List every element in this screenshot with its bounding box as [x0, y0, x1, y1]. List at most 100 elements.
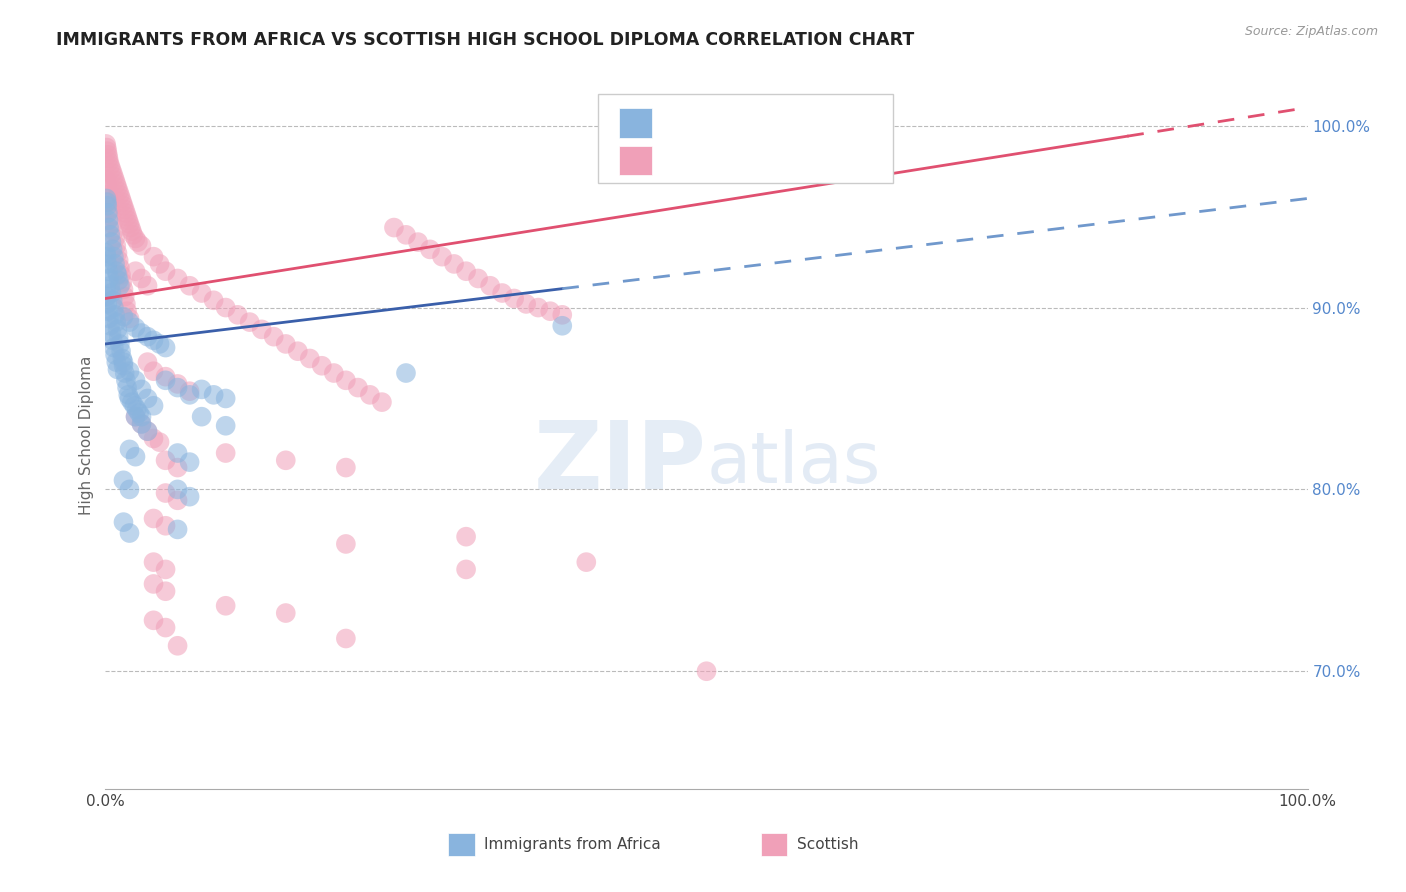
Point — [124, 231, 146, 245]
Point — [110, 268, 132, 282]
Bar — [761, 833, 787, 856]
Point — [112, 355, 135, 369]
Point — [311, 359, 333, 373]
Point — [214, 599, 236, 613]
Point — [118, 311, 141, 326]
Point — [98, 195, 121, 210]
Point — [142, 577, 165, 591]
Point — [103, 224, 125, 238]
Point — [111, 195, 134, 210]
Point — [179, 278, 201, 293]
Text: R = 0.197: R = 0.197 — [673, 152, 765, 169]
Point — [382, 220, 405, 235]
Point — [179, 388, 201, 402]
Point — [335, 632, 357, 646]
Point — [98, 278, 121, 293]
Point — [430, 250, 453, 264]
Point — [103, 301, 125, 315]
Point — [479, 278, 502, 293]
Point — [114, 202, 136, 217]
Point — [94, 246, 117, 260]
Point — [347, 381, 370, 395]
Point — [108, 337, 131, 351]
Bar — [619, 108, 652, 137]
Point — [148, 337, 170, 351]
Text: N = 116: N = 116 — [789, 152, 862, 169]
Point — [107, 184, 129, 198]
Point — [122, 227, 145, 242]
Point — [155, 621, 177, 635]
Point — [121, 224, 143, 238]
FancyBboxPatch shape — [599, 95, 893, 183]
Point — [115, 297, 138, 311]
Point — [118, 364, 141, 378]
Point — [103, 169, 125, 184]
Point — [107, 246, 129, 260]
Point — [96, 145, 118, 159]
Point — [467, 271, 489, 285]
Point — [371, 395, 394, 409]
Point — [287, 344, 309, 359]
Point — [124, 450, 146, 464]
Point — [97, 304, 120, 318]
Point — [166, 493, 188, 508]
Point — [551, 318, 574, 333]
Point — [108, 260, 131, 275]
Point — [104, 257, 127, 271]
Point — [115, 373, 138, 387]
Point — [97, 206, 120, 220]
Point — [142, 613, 165, 627]
Point — [443, 257, 465, 271]
Point — [454, 264, 477, 278]
Point — [131, 239, 153, 253]
Point — [155, 373, 177, 387]
Point — [214, 392, 236, 406]
Point — [118, 392, 141, 406]
Point — [131, 417, 153, 431]
Point — [124, 373, 146, 387]
Point — [96, 177, 118, 191]
Point — [101, 293, 124, 308]
Point — [250, 322, 273, 336]
Point — [101, 334, 124, 348]
Point — [105, 355, 128, 369]
Point — [148, 257, 170, 271]
Point — [335, 460, 357, 475]
Point — [114, 290, 136, 304]
Point — [114, 366, 136, 380]
Point — [142, 334, 165, 348]
Point — [124, 264, 146, 278]
Point — [98, 271, 121, 285]
Point — [155, 264, 177, 278]
Point — [96, 195, 118, 210]
Point — [100, 326, 122, 340]
Point — [142, 364, 165, 378]
Point — [100, 162, 122, 177]
Point — [98, 227, 121, 242]
Point — [127, 235, 149, 249]
Point — [142, 399, 165, 413]
Point — [155, 584, 177, 599]
Point — [142, 555, 165, 569]
Point — [124, 409, 146, 424]
Point — [136, 424, 159, 438]
Point — [125, 402, 148, 417]
Text: R = 0.149: R = 0.149 — [673, 114, 765, 132]
Point — [335, 373, 357, 387]
Point — [105, 264, 128, 278]
Point — [108, 278, 131, 293]
Point — [104, 173, 127, 187]
Point — [179, 455, 201, 469]
Point — [112, 282, 135, 296]
Point — [166, 376, 188, 391]
Point — [527, 301, 550, 315]
Point — [190, 286, 212, 301]
Point — [101, 166, 124, 180]
Point — [128, 406, 150, 420]
Point — [108, 187, 131, 202]
Point — [98, 159, 121, 173]
Point — [214, 446, 236, 460]
Point — [117, 388, 139, 402]
Point — [118, 217, 141, 231]
Point — [100, 210, 122, 224]
